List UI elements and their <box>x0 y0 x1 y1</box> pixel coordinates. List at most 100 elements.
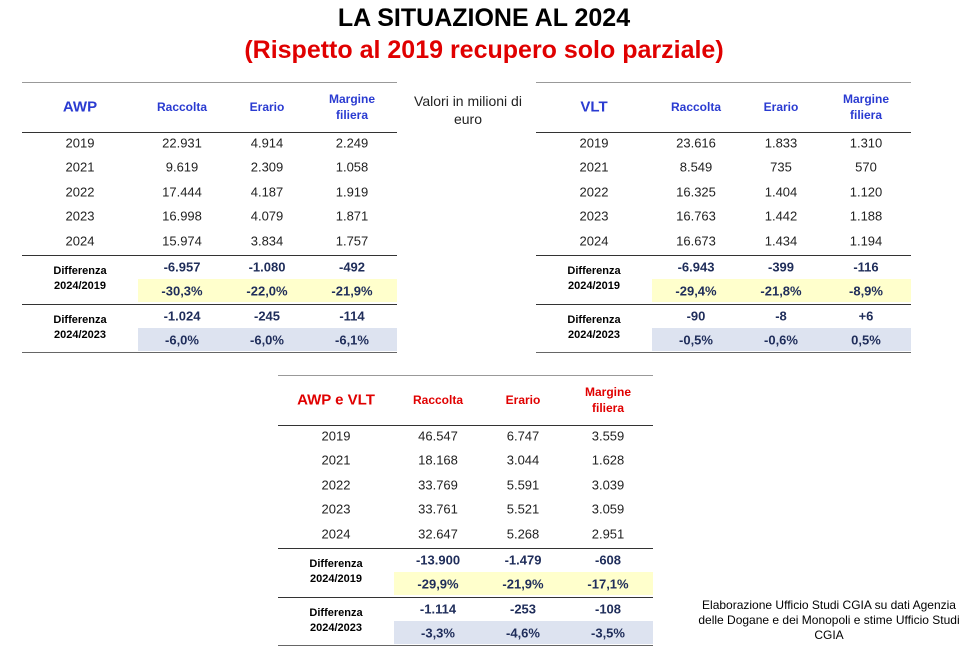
year: 2024 <box>579 233 609 249</box>
year: 2019 <box>579 135 609 151</box>
diff-abs: +6 <box>858 308 874 324</box>
diff-pct: -3,3% <box>421 625 455 641</box>
value: 46.547 <box>418 428 458 444</box>
diff-pct: -3,5% <box>591 625 625 641</box>
diff-abs: -6.957 <box>163 259 201 275</box>
diff-pct: -8,9% <box>849 283 883 299</box>
value: 735 <box>770 159 792 175</box>
year: 2019 <box>321 428 351 444</box>
value: 17.444 <box>162 184 202 200</box>
value: 1.188 <box>849 208 883 224</box>
column-header: Margine filiera <box>328 92 375 122</box>
table-name: AWP e VLT <box>297 391 375 409</box>
value: 9.619 <box>165 159 199 175</box>
value: 1.120 <box>849 184 883 200</box>
table-rule <box>278 645 653 646</box>
year: 2024 <box>65 233 95 249</box>
table-rule <box>278 425 653 426</box>
column-header: Raccolta <box>412 393 464 407</box>
column-header: Erario <box>249 100 285 114</box>
diff-pct: 0,5% <box>851 332 881 348</box>
highlight <box>394 621 653 644</box>
source-note: Elaborazione Ufficio Studi CGIA su dati … <box>698 598 960 642</box>
value: 33.769 <box>418 477 458 493</box>
year: 2021 <box>579 159 609 175</box>
diff-abs: -253 <box>509 601 537 617</box>
table-rule <box>22 82 397 83</box>
value: 1.194 <box>849 233 883 249</box>
table-rule <box>536 255 911 256</box>
value: 3.059 <box>591 501 625 517</box>
diff-abs: -8 <box>775 308 787 324</box>
value: 1.442 <box>764 208 798 224</box>
diff-pct: -29,4% <box>675 283 717 299</box>
value: 1.404 <box>764 184 798 200</box>
year: 2022 <box>579 184 609 200</box>
diff-abs: -492 <box>338 259 366 275</box>
value: 23.616 <box>676 135 716 151</box>
value: 5.268 <box>506 526 540 542</box>
value: 1.628 <box>591 452 625 468</box>
value: 18.168 <box>418 452 458 468</box>
value: 4.187 <box>250 184 284 200</box>
highlight <box>138 328 397 351</box>
year: 2019 <box>65 135 95 151</box>
value: 8.549 <box>679 159 713 175</box>
diff-abs: -245 <box>253 308 281 324</box>
value: 16.325 <box>676 184 716 200</box>
value: 6.747 <box>506 428 540 444</box>
diff-abs: -1.479 <box>504 552 542 568</box>
diff-pct: -0,5% <box>679 332 713 348</box>
diff-abs: -608 <box>594 552 622 568</box>
unit-note: Valori in milioni di euro <box>414 93 522 127</box>
value: 1.871 <box>335 208 369 224</box>
highlight <box>652 328 911 351</box>
diff-pct: -30,3% <box>161 283 203 299</box>
diff-pct: -6,0% <box>165 332 199 348</box>
diff-pct: -29,9% <box>417 576 459 592</box>
diff-label: Differenza 2024/2019 <box>567 265 621 292</box>
table-name: VLT <box>580 98 608 116</box>
subtitle: (Rispetto al 2019 recupero solo parziale… <box>244 36 724 64</box>
diff-pct: -22,0% <box>246 283 288 299</box>
value: 4.914 <box>250 135 284 151</box>
diff-label: Differenza 2024/2023 <box>53 314 107 341</box>
column-header: Erario <box>763 100 799 114</box>
diff-abs: -13.900 <box>415 552 461 568</box>
table-rule <box>536 132 911 133</box>
diff-label: Differenza 2024/2019 <box>53 265 107 292</box>
diff-pct: -4,6% <box>506 625 540 641</box>
value: 22.931 <box>162 135 202 151</box>
table-rule <box>22 304 397 305</box>
diff-pct: -21,9% <box>331 283 373 299</box>
value: 2.309 <box>250 159 284 175</box>
diff-abs: -399 <box>767 259 795 275</box>
highlight <box>138 279 397 302</box>
year: 2023 <box>579 208 609 224</box>
value: 3.039 <box>591 477 625 493</box>
value: 32.647 <box>418 526 458 542</box>
column-header: Raccolta <box>156 100 208 114</box>
value: 3.044 <box>506 452 540 468</box>
value: 1.757 <box>335 233 369 249</box>
value: 570 <box>855 159 877 175</box>
value: 3.834 <box>250 233 284 249</box>
value: 16.998 <box>162 208 202 224</box>
value: 1.058 <box>335 159 369 175</box>
value: 1.919 <box>335 184 369 200</box>
column-header: Erario <box>505 393 541 407</box>
year: 2024 <box>321 526 351 542</box>
diff-pct: -6,1% <box>335 332 369 348</box>
diff-pct: -21,8% <box>760 283 802 299</box>
year: 2021 <box>321 452 351 468</box>
diff-pct: -21,9% <box>502 576 544 592</box>
year: 2022 <box>321 477 351 493</box>
value: 1.833 <box>764 135 798 151</box>
table-rule <box>22 352 397 353</box>
diff-label: Differenza 2024/2023 <box>309 607 363 634</box>
column-header: Margine filiera <box>584 385 631 415</box>
table-rule <box>536 352 911 353</box>
value: 3.559 <box>591 428 625 444</box>
value: 2.951 <box>591 526 625 542</box>
